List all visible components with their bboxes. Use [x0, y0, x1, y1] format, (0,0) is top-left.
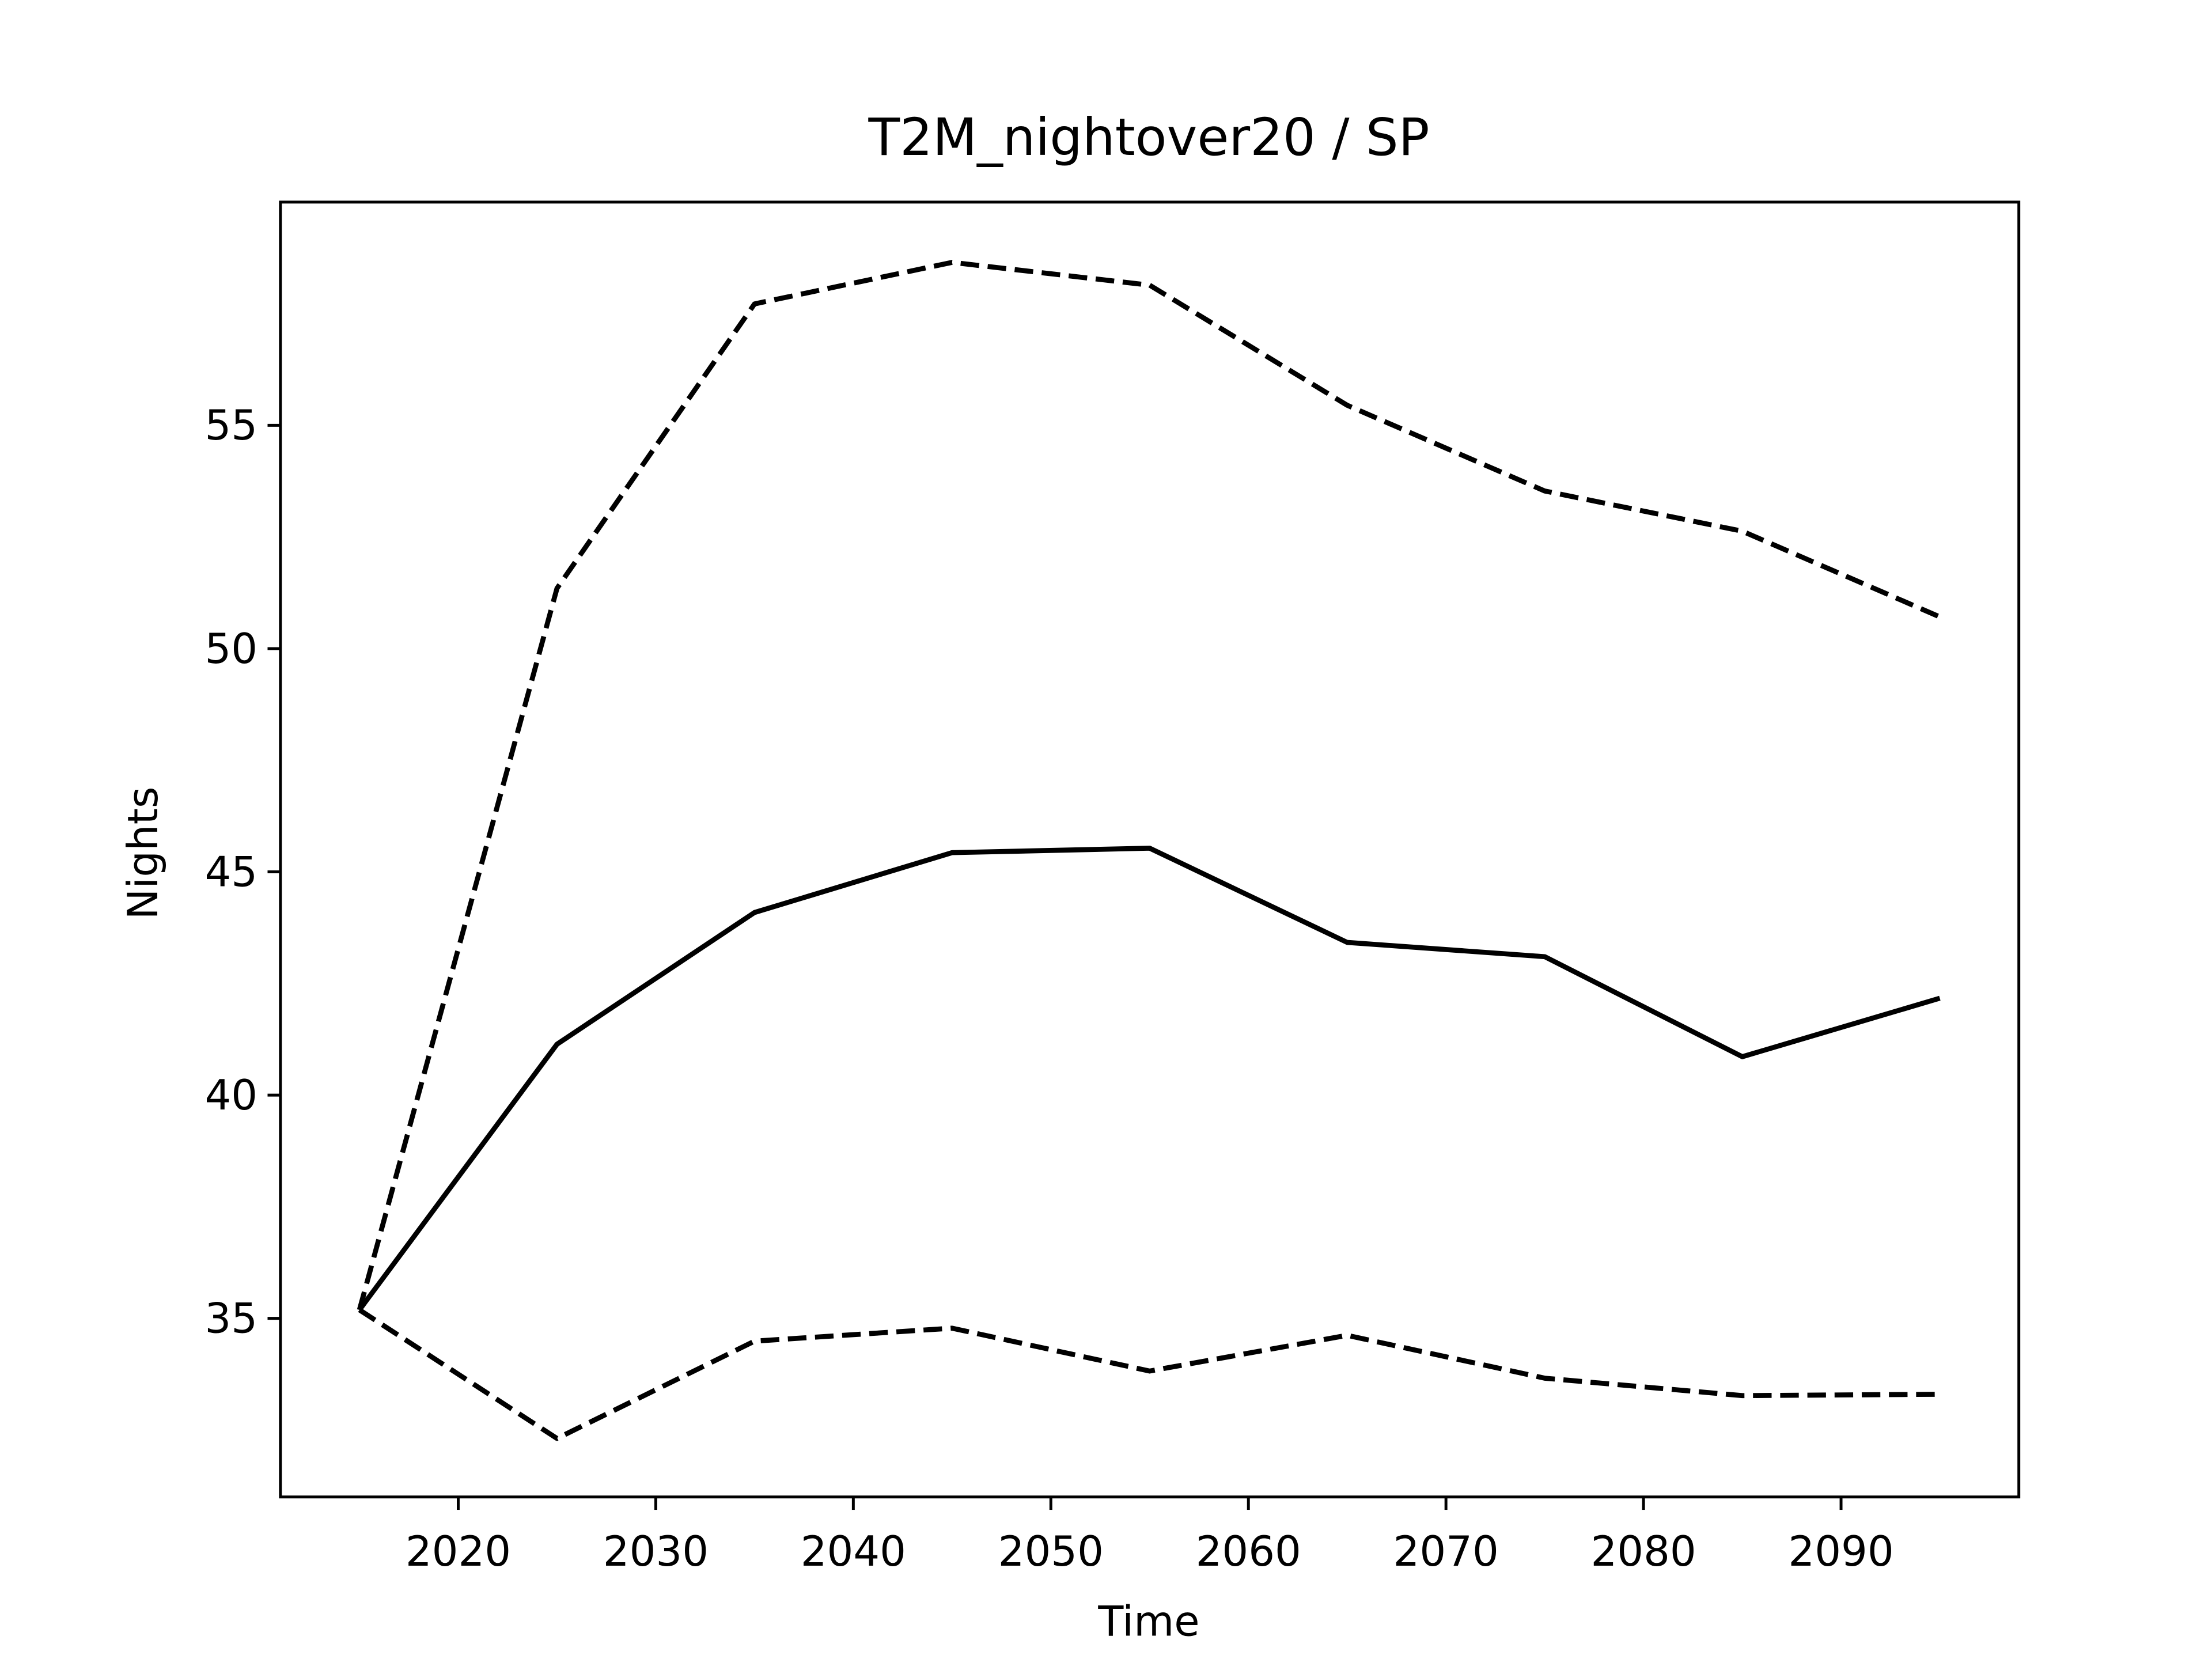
series-line	[357, 846, 1941, 1312]
chart-title: T2M_nightover20 / SP	[868, 108, 1429, 168]
y-axis-label: Nights	[119, 786, 167, 919]
y-tick-label: 55	[204, 401, 257, 449]
x-tick-label: 2030	[603, 1527, 709, 1575]
x-tick-label: 2040	[801, 1527, 906, 1575]
series-line	[357, 260, 1941, 1311]
x-tick-label: 2090	[1788, 1527, 1893, 1575]
x-axis-label: Time	[1097, 1597, 1199, 1646]
x-tick-label: 2060	[1196, 1527, 1301, 1575]
y-tick-label: 50	[204, 624, 257, 673]
y-tick-label: 40	[204, 1071, 257, 1119]
y-tick-label: 35	[204, 1294, 257, 1342]
y-tick-label: 45	[204, 847, 257, 896]
x-tick-label: 2080	[1590, 1527, 1696, 1575]
x-tick-label: 2020	[406, 1527, 511, 1575]
x-tick-label: 2070	[1393, 1527, 1499, 1575]
series-line	[358, 1308, 1940, 1441]
x-tick-label: 2050	[998, 1527, 1104, 1575]
plot-frame	[279, 200, 2021, 1499]
